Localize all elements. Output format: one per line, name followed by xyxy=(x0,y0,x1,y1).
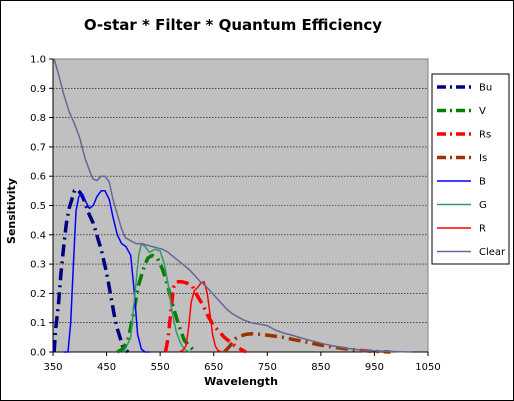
axes: 0.0 0.1 0.2 0.3 0.4 0.5 0.6 0.7 0.8 0.9 1.0 350 450 5… xyxy=(30,55,441,374)
y-tick-label: 0.9 xyxy=(30,84,46,95)
y-tick-label: 0.1 xyxy=(30,318,46,329)
gridlines xyxy=(53,88,428,324)
series-line-rs xyxy=(163,279,247,354)
y-tick-label: 0.4 xyxy=(30,230,46,241)
chart-title: O-star * Filter * Quantum Efficiency xyxy=(84,16,382,34)
legend-label-clear: Clear xyxy=(479,247,506,258)
series-group xyxy=(52,58,412,354)
y-tick-label: 0.8 xyxy=(30,113,46,124)
series-line-v xyxy=(116,253,197,354)
x-axis-title: Wavelength xyxy=(204,375,278,388)
x-tick-label: 1050 xyxy=(415,362,440,373)
x-tick-label: 550 xyxy=(151,362,170,373)
legend: Bu V Rs Is B G R Clear xyxy=(437,83,506,258)
legend-label-b: B xyxy=(479,177,486,188)
legend-box xyxy=(431,73,510,265)
series-line-bu xyxy=(52,187,130,354)
y-tick-label: 0.6 xyxy=(30,172,46,183)
y-tick-label: 0.5 xyxy=(30,201,46,212)
legend-label-is: Is xyxy=(479,153,487,164)
y-axis-title: Sensitivity xyxy=(5,178,18,244)
series-line-g xyxy=(122,242,190,353)
legend-label-rs: Rs xyxy=(479,130,491,141)
series-line-is xyxy=(223,332,391,354)
legend-label-v: V xyxy=(479,106,486,117)
y-tick-label: 0.3 xyxy=(30,260,46,271)
y-tick-label: 0.7 xyxy=(30,142,46,153)
x-tick-label: 850 xyxy=(311,362,330,373)
legend-label-g: G xyxy=(479,200,487,211)
x-tick-label: 450 xyxy=(97,362,116,373)
y-tick-label: 0.0 xyxy=(30,348,46,359)
x-tick-label: 650 xyxy=(204,362,223,373)
legend-label-bu: Bu xyxy=(479,83,492,94)
series-line-clear xyxy=(53,58,412,353)
legend-label-r: R xyxy=(479,224,486,235)
x-tick-label: 350 xyxy=(43,362,62,373)
y-tick-label: 1.0 xyxy=(30,55,46,66)
y-tick-label: 0.2 xyxy=(30,289,46,300)
x-tick-label: 750 xyxy=(258,362,277,373)
x-tick-label: 950 xyxy=(365,362,384,373)
